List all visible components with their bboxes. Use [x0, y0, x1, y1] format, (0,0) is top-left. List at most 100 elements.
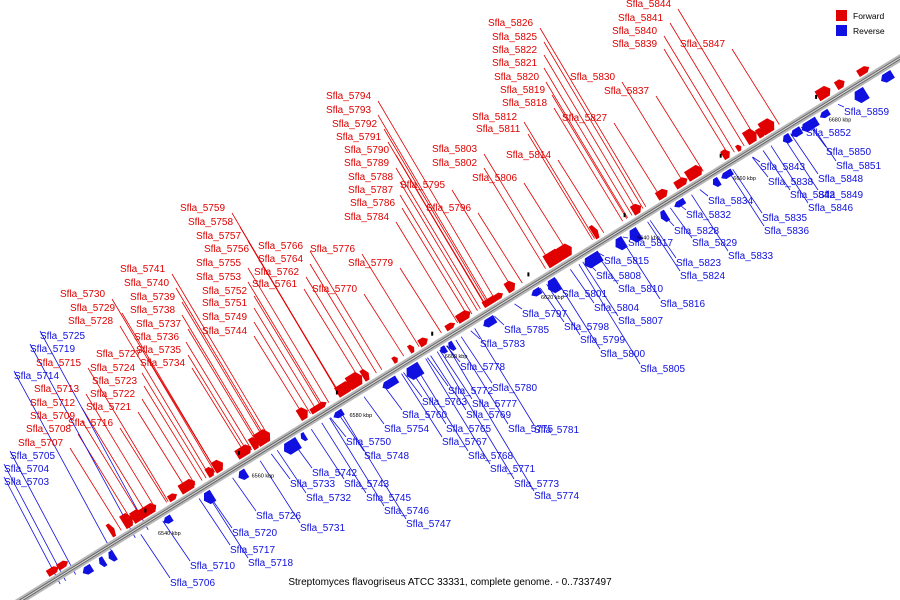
forward-gene-label: Sfla_5759 — [180, 203, 225, 214]
reverse-gene-leader — [436, 351, 515, 480]
reverse-gene-arrow — [531, 286, 543, 297]
axis-ticks: 6540 kbp 6560 kbp 6580 kbp 6600 kbp 6620 kbp… — [144, 94, 851, 537]
reverse-gene-leader — [446, 345, 461, 363]
forward-gene-label: Sfla_5708 — [26, 424, 71, 435]
forward-gene-leader — [395, 167, 481, 310]
reverse-gene-label: Sfla_5714 — [14, 371, 59, 382]
reverse-gene-arrow — [791, 126, 804, 138]
reverse-gene-label: Sfla_5810 — [618, 284, 663, 295]
forward-gene-arrow — [119, 512, 133, 530]
reverse-gene-leader — [752, 156, 761, 163]
legend-forward-label: Forward — [853, 10, 885, 21]
reverse-gene-label: Sfla_5797 — [522, 309, 567, 320]
forward-gene-label: Sfla_5735 — [136, 345, 181, 356]
forward-gene-label: Sfla_5822 — [492, 45, 537, 56]
forward-gene-label: Sfla_5811 — [476, 124, 521, 135]
axis-tick-label: 6660 kbp — [733, 176, 756, 182]
forward-gene-label: Sfla_5764 — [258, 254, 303, 265]
reverse-gene-label: Sfla_5777 — [472, 399, 517, 410]
reverse-gene-label: Sfla_5800 — [600, 349, 645, 360]
forward-gene-leader — [303, 288, 362, 383]
reverse-gene-label: Sfla_5823 — [676, 258, 721, 269]
forward-gene-leader — [399, 194, 473, 315]
reverse-gene-leader — [439, 349, 473, 400]
forward-gene-arrow — [105, 523, 117, 538]
forward-gene-leader — [523, 121, 595, 239]
forward-gene-leader — [655, 95, 704, 172]
reverse-gene-leader — [474, 328, 535, 426]
reverse-gene-arrow — [674, 197, 687, 208]
forward-gene-label: Sfla_5814 — [506, 150, 551, 161]
forward-gene-label: Sfla_5712 — [30, 398, 75, 409]
forward-gene-arrow — [309, 401, 327, 415]
axis-tick-mark — [431, 331, 434, 336]
reverse-gene-label: Sfla_5771 — [490, 464, 535, 475]
forward-gene-label: Sfla_5795 — [400, 180, 445, 191]
forward-gene-arrow — [741, 128, 757, 146]
forward-gene-leader — [483, 153, 552, 266]
forward-gene-leader — [451, 189, 514, 290]
forward-gene-leader — [363, 293, 405, 357]
forward-gene-label: Sfla_5802 — [432, 158, 477, 169]
forward-gene-leader — [557, 159, 605, 234]
genome-caption: Streptomyces flavogriseus ATCC 33331, co… — [288, 577, 612, 588]
forward-gene-arrow — [720, 149, 730, 161]
axis-tick-label: 6580 kbp — [350, 413, 373, 419]
reverse-gene-arrow — [547, 277, 563, 294]
reverse-gene-label: Sfla_5775 — [508, 424, 553, 435]
reverse-gene-label: Sfla_5718 — [248, 558, 293, 569]
forward-gene-arrow — [454, 310, 471, 324]
forward-gene-leader — [309, 250, 383, 370]
forward-gene-leader — [305, 276, 369, 379]
forward-gene-arrow — [391, 356, 398, 364]
forward-gene-label: Sfla_5820 — [494, 72, 539, 83]
reverse-gene-leader — [403, 372, 423, 398]
forward-gene-label: Sfla_5825 — [492, 32, 537, 43]
forward-gene-leader — [231, 212, 341, 396]
reverse-gene-label: Sfla_5706 — [170, 578, 215, 589]
reverse-gene-leader — [494, 315, 505, 326]
forward-gene-label: Sfla_5806 — [472, 173, 517, 184]
reverse-gene-label: Sfla_5815 — [604, 256, 649, 267]
forward-gene-label: Sfla_5803 — [432, 144, 477, 155]
forward-swatch — [836, 10, 847, 21]
forward-gene-arrow — [856, 66, 870, 78]
reverse-gene-arrow — [284, 437, 302, 455]
forward-gene-leader — [401, 207, 469, 317]
reverse-gene-label: Sfla_5760 — [402, 410, 447, 421]
forward-gene-arrow — [555, 243, 572, 261]
forward-gene-leader — [527, 133, 593, 241]
forward-gene-label: Sfla_5751 — [202, 298, 247, 309]
reverse-gene-arrow — [712, 176, 722, 187]
forward-gene-leader — [253, 321, 311, 414]
forward-gene-label: Sfla_5713 — [34, 384, 79, 395]
legend: Forward Reverse — [836, 8, 885, 38]
forward-gene-leader — [395, 221, 459, 324]
reverse-gene-label: Sfla_5732 — [306, 493, 351, 504]
reverse-gene-arrow — [881, 70, 895, 83]
reverse-gene-leader — [446, 345, 535, 492]
forward-gene-arrow — [334, 381, 352, 398]
gene-arrows — [45, 66, 895, 577]
reverse-gene-leader — [570, 269, 595, 304]
reverse-gene-arrow — [203, 489, 217, 505]
forward-gene-leader — [361, 253, 420, 347]
reverse-gene-arrow — [382, 375, 400, 390]
forward-gene-leader — [119, 325, 210, 477]
forward-gene-label: Sfla_5790 — [344, 145, 389, 156]
forward-gene-label: Sfla_5841 — [618, 13, 663, 24]
reverse-gene-leader — [728, 171, 765, 227]
reverse-gene-leader — [337, 412, 365, 452]
forward-gene-arrow — [588, 225, 600, 240]
forward-gene-label: Sfla_5839 — [612, 39, 657, 50]
forward-gene-label: Sfla_5788 — [348, 172, 393, 183]
reverse-gene-label: Sfla_5710 — [190, 561, 235, 572]
reverse-gene-label: Sfla_5763 — [422, 397, 467, 408]
forward-gene-label: Sfla_5761 — [252, 279, 297, 290]
reverse-gene-leader — [330, 417, 347, 438]
forward-gene-label: Sfla_5818 — [502, 98, 547, 109]
forward-gene-leader — [69, 447, 122, 531]
forward-gene-leader — [143, 385, 203, 481]
forward-gene-label: Sfla_5752 — [202, 286, 247, 297]
forward-gene-leader — [81, 407, 148, 515]
